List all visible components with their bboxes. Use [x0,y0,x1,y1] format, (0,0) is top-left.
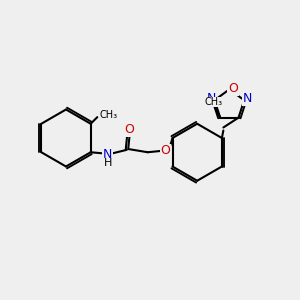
Text: O: O [228,82,238,95]
Text: N: N [103,148,112,161]
Text: CH₃: CH₃ [204,97,222,107]
Text: N: N [207,92,216,105]
Text: N: N [242,92,252,105]
Text: H: H [103,158,112,168]
Text: O: O [125,123,135,136]
Text: CH₃: CH₃ [99,110,117,120]
Text: O: O [161,144,171,157]
